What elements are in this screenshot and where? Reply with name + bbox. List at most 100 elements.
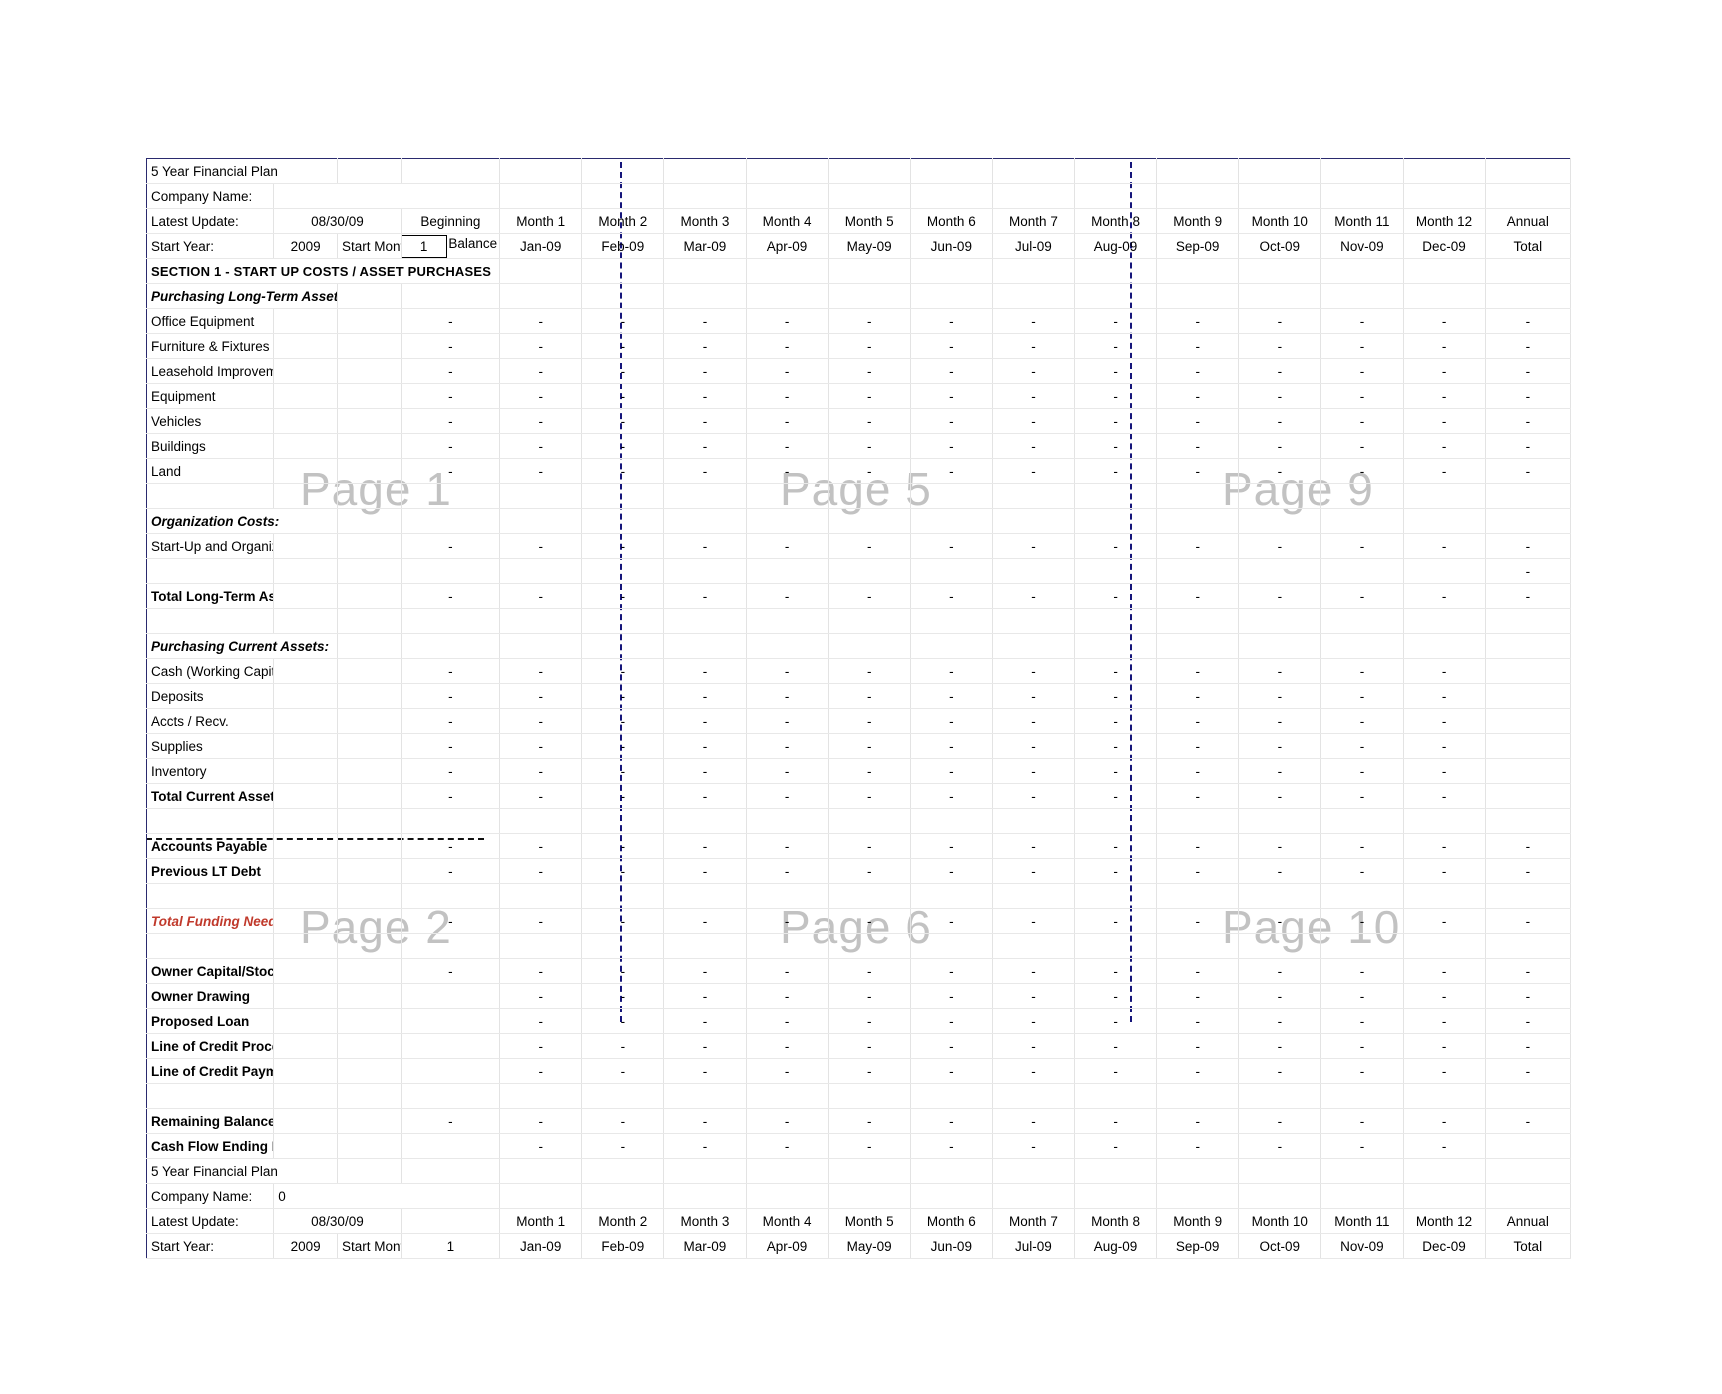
current-asset-row-1-m9[interactable]: - xyxy=(1156,683,1240,709)
accounts-payable-m9[interactable]: - xyxy=(1156,833,1240,859)
current-asset-row-3-m12[interactable]: - xyxy=(1403,733,1486,759)
cash-flow-ending-balance-balance[interactable] xyxy=(401,1133,501,1159)
spacer-after-org-costs-balance[interactable] xyxy=(401,558,501,584)
long-term-asset-row-5-m5[interactable]: - xyxy=(828,433,911,459)
start-up-and-organization-costs-m12[interactable]: - xyxy=(1403,533,1486,559)
total-current-assets-m10[interactable]: - xyxy=(1238,783,1322,809)
cash-flow-ending-balance-m12[interactable]: - xyxy=(1403,1133,1486,1159)
accounts-payable-balance[interactable]: - xyxy=(400,833,501,859)
owner-capital-stock-investment[interactable]: Owner Capital/Stock Investment----------… xyxy=(145,958,1572,984)
current-asset-row-3-m6[interactable]: - xyxy=(910,733,993,759)
long-term-asset-row-5-m7[interactable]: - xyxy=(992,433,1076,459)
long-term-asset-row-6-m2[interactable]: - xyxy=(581,458,665,484)
cash-flow-ending-balance-m1[interactable]: - xyxy=(499,1133,583,1159)
long-term-asset-row-0-m6[interactable]: - xyxy=(910,308,993,334)
start-up-and-organization-costs-m10[interactable]: - xyxy=(1238,533,1322,559)
long-term-asset-row-1-m3[interactable]: - xyxy=(663,333,747,359)
long-term-asset-row-0-m2[interactable]: - xyxy=(581,308,665,334)
previous-lt-debt-m11[interactable]: - xyxy=(1320,858,1404,884)
spacer-after-payables-m5[interactable] xyxy=(828,883,911,909)
long-term-asset-row-3-m11[interactable]: - xyxy=(1320,383,1404,409)
total-current-assets-balance[interactable]: - xyxy=(400,783,501,809)
owner-drawing-m11[interactable]: - xyxy=(1320,983,1404,1009)
current-asset-row-1-m5[interactable]: - xyxy=(828,683,911,709)
current-asset-row-1-m2[interactable]: - xyxy=(581,683,665,709)
spacer-after-funding-m3[interactable] xyxy=(663,933,747,959)
spacer-after-total-lt-m1[interactable] xyxy=(499,608,583,634)
current-asset-row-0-m11[interactable]: - xyxy=(1320,658,1404,684)
remaining-balance-m9[interactable]: - xyxy=(1156,1108,1240,1134)
remaining-balance-m5[interactable]: - xyxy=(828,1108,911,1134)
current-asset-row-2-m2[interactable]: - xyxy=(581,708,665,734)
long-term-asset-row-1-m1[interactable]: - xyxy=(499,333,583,359)
spacer-after-payables[interactable] xyxy=(145,883,1572,909)
total-long-term-assets-m7[interactable]: - xyxy=(992,583,1076,609)
total-long-term-assets-m11[interactable]: - xyxy=(1320,583,1404,609)
long-term-asset-row-0-m12[interactable]: - xyxy=(1403,308,1486,334)
current-asset-row-4-m12[interactable]: - xyxy=(1403,758,1486,784)
long-term-asset-row-6-m3[interactable]: - xyxy=(663,458,747,484)
previous-lt-debt-m1[interactable]: - xyxy=(499,858,583,884)
total-funding-needs-balance[interactable]: - xyxy=(400,908,501,934)
spacer-after-funding-sources-balance[interactable] xyxy=(401,1083,501,1109)
purchasing-current-assets-heading[interactable]: Purchasing Current Assets: xyxy=(146,633,1572,659)
spacer-after-funding-sources-m10[interactable] xyxy=(1238,1083,1322,1109)
total-long-term-assets-m5[interactable]: - xyxy=(828,583,911,609)
current-asset-row-4-m2[interactable]: - xyxy=(581,758,665,784)
spacer-after-total-lt-balance[interactable] xyxy=(401,608,501,634)
current-asset-row-1[interactable]: Deposits - - - - - - - - - - - - - xyxy=(145,683,1572,709)
proposed-loan-m5[interactable]: - xyxy=(828,1008,911,1034)
long-term-asset-row-3-m4[interactable]: - xyxy=(746,383,829,409)
line-of-credit-payments-annual[interactable]: - xyxy=(1485,1058,1572,1084)
owner-drawing-m6[interactable]: - xyxy=(910,983,993,1009)
current-asset-row-1-m3[interactable]: - xyxy=(663,683,747,709)
spacer-after-total-current-m7[interactable] xyxy=(992,808,1076,834)
cash-flow-ending-balance-annual[interactable] xyxy=(1485,1133,1572,1159)
spacer-after-payables-m11[interactable] xyxy=(1320,883,1404,909)
current-asset-row-2-m10[interactable]: - xyxy=(1238,708,1322,734)
total-funding-needs-m12[interactable]: - xyxy=(1403,908,1486,934)
cash-flow-ending-balance-m11[interactable]: - xyxy=(1320,1133,1404,1159)
spreadsheet-grid[interactable]: 5 Year Financial Plan Company Name: Latest… xyxy=(145,158,1572,1259)
current-asset-row-1-m7[interactable]: - xyxy=(992,683,1076,709)
spacer-after-total-current-m6[interactable] xyxy=(910,808,993,834)
spacer-after-org-costs-m3[interactable] xyxy=(663,558,747,584)
long-term-asset-row-0-m3[interactable]: - xyxy=(663,308,747,334)
remaining-balance-m8[interactable]: - xyxy=(1074,1108,1158,1134)
spacer-after-total-lt-m12[interactable] xyxy=(1403,608,1486,634)
long-term-asset-row-1-m9[interactable]: - xyxy=(1156,333,1240,359)
long-term-asset-row-4-m2[interactable]: - xyxy=(581,408,665,434)
line-of-credit-proceeds-m3[interactable]: - xyxy=(663,1033,747,1059)
line-of-credit-proceeds-m6[interactable]: - xyxy=(910,1033,993,1059)
long-term-assets-box-bottom-balance[interactable] xyxy=(400,483,501,509)
spacer-after-payables-m8[interactable] xyxy=(1074,883,1158,909)
long-term-assets-box-bottom-m7[interactable] xyxy=(992,483,1076,509)
previous-lt-debt-m12[interactable]: - xyxy=(1403,858,1486,884)
owner-drawing[interactable]: Owner Drawing - - - - - - - - - - - - - xyxy=(145,983,1572,1009)
spacer-after-funding[interactable] xyxy=(145,933,1572,959)
spacer-after-payables-m12[interactable] xyxy=(1403,883,1486,909)
long-term-asset-row-2-m3[interactable]: - xyxy=(663,358,747,384)
total-long-term-assets-m6[interactable]: - xyxy=(910,583,993,609)
current-asset-row-0-m10[interactable]: - xyxy=(1238,658,1322,684)
spacer-after-payables-m6[interactable] xyxy=(910,883,993,909)
spacer-after-funding-sources-m6[interactable] xyxy=(910,1083,993,1109)
long-term-asset-row-3-m1[interactable]: - xyxy=(499,383,583,409)
current-asset-row-1-m6[interactable]: - xyxy=(910,683,993,709)
current-asset-row-2-m5[interactable]: - xyxy=(828,708,911,734)
owner-drawing-balance[interactable] xyxy=(400,983,501,1009)
total-long-term-assets-m2[interactable]: - xyxy=(581,583,665,609)
long-term-asset-row-2-m10[interactable]: - xyxy=(1238,358,1322,384)
spacer-after-total-lt-m11[interactable] xyxy=(1320,608,1404,634)
long-term-asset-row-5-m6[interactable]: - xyxy=(910,433,993,459)
remaining-balance-m3[interactable]: - xyxy=(663,1108,747,1134)
line-of-credit-proceeds-annual[interactable]: - xyxy=(1485,1033,1572,1059)
long-term-asset-row-4-annual[interactable]: - xyxy=(1485,408,1572,434)
line-of-credit-proceeds-m2[interactable]: - xyxy=(581,1033,665,1059)
spacer-after-total-current-m3[interactable] xyxy=(663,808,747,834)
current-asset-row-2-annual[interactable] xyxy=(1485,708,1572,734)
current-asset-row-4-annual[interactable] xyxy=(1485,758,1572,784)
line-of-credit-proceeds-m7[interactable]: - xyxy=(992,1033,1076,1059)
long-term-asset-row-2-m1[interactable]: - xyxy=(499,358,583,384)
previous-lt-debt-m10[interactable]: - xyxy=(1238,858,1322,884)
